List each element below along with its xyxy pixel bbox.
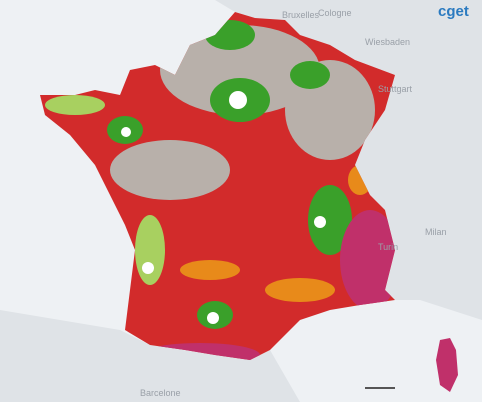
neighbour-countries (190, 0, 482, 320)
place-label: Turin (378, 242, 398, 252)
zone-lightgreen (45, 95, 105, 115)
city-bordeaux (142, 262, 154, 274)
spain (0, 310, 300, 402)
zone-green (290, 61, 330, 89)
logo: cget (438, 3, 469, 20)
place-label: Stuttgart (378, 84, 413, 94)
place-label: Barcelone (140, 388, 181, 398)
zone-grey (160, 25, 320, 115)
city-rennes (121, 127, 131, 137)
zone-lightgreen (135, 215, 165, 285)
corsica (436, 338, 458, 392)
place-label: Milan (425, 227, 447, 237)
place-label: Bruxelles (282, 10, 320, 20)
zone-orange (180, 260, 240, 280)
zone-grey (110, 140, 230, 200)
zone-magenta (340, 210, 395, 310)
place-label: Wiesbaden (365, 37, 410, 47)
city-paris (229, 91, 247, 109)
zone-green (308, 185, 352, 255)
place-label: Cologne (318, 8, 352, 18)
city-toulouse (207, 312, 219, 324)
city-lyon (314, 216, 326, 228)
zone-orange (265, 278, 335, 302)
